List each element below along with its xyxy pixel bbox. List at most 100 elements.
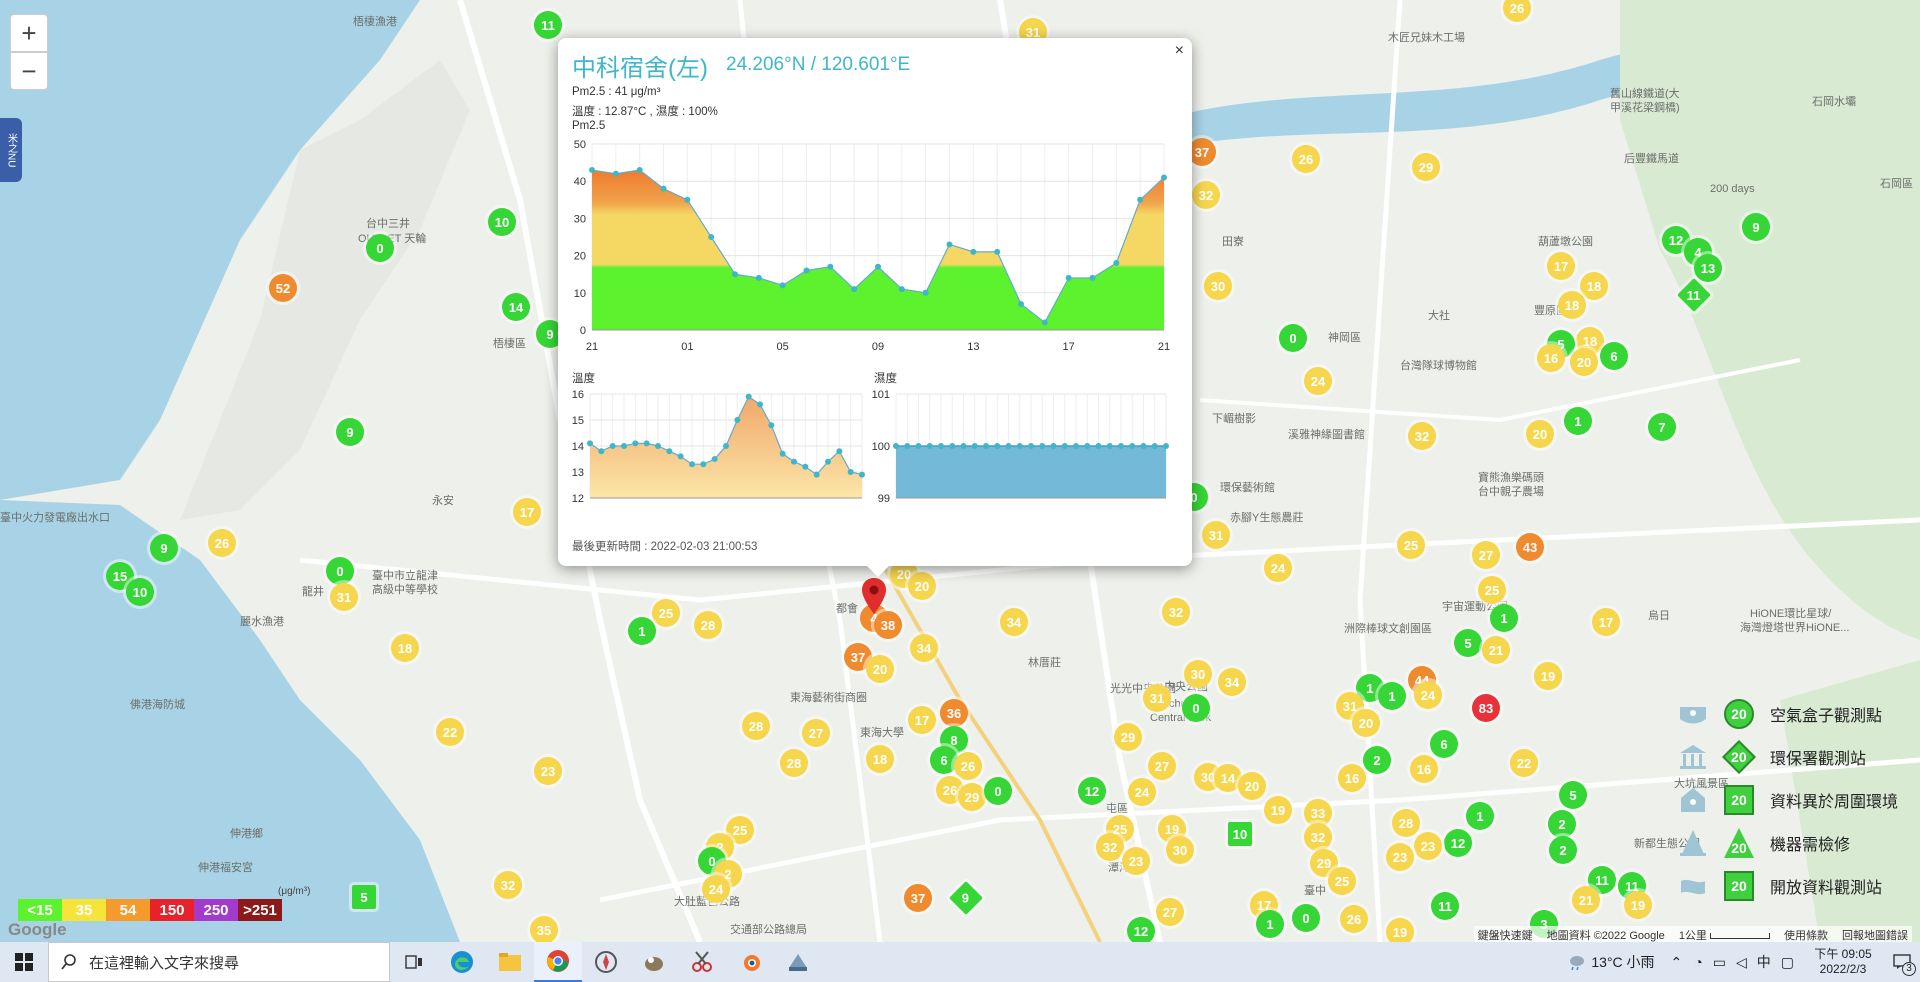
- station-marker[interactable]: 38: [874, 611, 902, 639]
- station-marker[interactable]: 22: [1510, 749, 1538, 777]
- station-marker[interactable]: 12: [1444, 829, 1472, 857]
- station-marker[interactable]: 0: [326, 557, 354, 585]
- station-marker[interactable]: 37: [1188, 138, 1216, 166]
- station-marker[interactable]: 25: [1478, 576, 1506, 604]
- station-marker[interactable]: 6: [930, 746, 958, 774]
- file-explorer-icon[interactable]: [486, 942, 534, 982]
- station-marker[interactable]: 20: [1238, 772, 1266, 800]
- station-marker[interactable]: 17: [1547, 252, 1575, 280]
- station-marker[interactable]: 30: [1166, 836, 1194, 864]
- station-marker[interactable]: 1: [1256, 910, 1284, 938]
- station-marker[interactable]: 7: [1648, 413, 1676, 441]
- ime-mode-icon[interactable]: ▢: [1780, 953, 1794, 970]
- station-marker[interactable]: 34: [1218, 668, 1246, 696]
- station-marker[interactable]: 29: [1114, 723, 1142, 751]
- station-marker[interactable]: 34: [910, 634, 938, 662]
- station-marker[interactable]: 10: [126, 578, 154, 606]
- gimp-app-icon[interactable]: [630, 942, 678, 982]
- station-marker[interactable]: 16: [1338, 764, 1366, 792]
- station-marker[interactable]: 20: [866, 655, 894, 683]
- station-marker[interactable]: 14: [502, 293, 530, 321]
- station-marker[interactable]: 28: [742, 712, 770, 740]
- station-marker[interactable]: 17: [513, 498, 541, 526]
- station-marker[interactable]: 9: [1742, 213, 1770, 241]
- station-marker[interactable]: 31: [1143, 684, 1171, 712]
- station-marker[interactable]: 83: [1472, 694, 1500, 722]
- weather-text[interactable]: 13°C 小雨: [1591, 954, 1655, 970]
- keyboard-shortcuts-link[interactable]: 鍵盤快速鍵: [1477, 930, 1533, 942]
- blender-icon[interactable]: [726, 942, 774, 982]
- station-marker[interactable]: 19: [1264, 796, 1292, 824]
- station-marker[interactable]: 29: [958, 783, 986, 811]
- station-marker[interactable]: 16: [1410, 755, 1438, 783]
- station-marker[interactable]: 0: [1292, 904, 1320, 932]
- station-marker[interactable]: 29: [1412, 153, 1440, 181]
- station-marker[interactable]: 18: [1580, 272, 1608, 300]
- station-marker[interactable]: 11: [534, 11, 562, 39]
- station-marker[interactable]: 10: [488, 208, 516, 236]
- zoom-in-button[interactable]: +: [10, 14, 48, 52]
- station-marker[interactable]: 12: [1078, 777, 1106, 805]
- station-marker[interactable]: 16: [1537, 344, 1565, 372]
- station-marker[interactable]: 35: [530, 916, 558, 942]
- station-marker[interactable]: 0: [366, 234, 394, 262]
- station-marker[interactable]: 20: [1352, 709, 1380, 737]
- station-marker[interactable]: 13: [1694, 254, 1722, 282]
- close-icon[interactable]: ×: [1174, 42, 1184, 59]
- station-marker[interactable]: 19: [1386, 918, 1414, 942]
- station-marker[interactable]: 1: [628, 617, 656, 645]
- station-marker[interactable]: 5: [1454, 629, 1482, 657]
- station-marker[interactable]: 31: [1336, 692, 1364, 720]
- station-marker[interactable]: 5: [1559, 781, 1587, 809]
- station-marker[interactable]: 9: [150, 534, 178, 562]
- station-marker[interactable]: 18: [866, 745, 894, 773]
- station-marker[interactable]: 27: [1156, 898, 1184, 926]
- station-marker[interactable]: 0: [984, 777, 1012, 805]
- station-marker[interactable]: 26: [1340, 905, 1368, 933]
- chevron-up-icon[interactable]: ⌃: [1670, 953, 1683, 970]
- station-marker[interactable]: 20: [1526, 420, 1554, 448]
- station-marker[interactable]: 24: [1264, 554, 1292, 582]
- station-marker[interactable]: 1: [1378, 682, 1406, 710]
- station-marker[interactable]: 27: [1472, 541, 1500, 569]
- ime-indicator[interactable]: 中: [1756, 954, 1771, 970]
- station-marker[interactable]: 10: [1228, 822, 1252, 846]
- station-marker[interactable]: 43: [1516, 533, 1544, 561]
- station-marker[interactable]: 28: [780, 749, 808, 777]
- station-marker[interactable]: 11: [1431, 892, 1459, 920]
- station-marker[interactable]: 31: [1202, 521, 1230, 549]
- chrome-icon[interactable]: [534, 942, 582, 982]
- volume-icon[interactable]: ◁: [1735, 953, 1747, 970]
- station-marker[interactable]: 18: [1558, 291, 1586, 319]
- location-pin-icon[interactable]: [862, 578, 886, 614]
- station-marker[interactable]: 6: [1600, 342, 1628, 370]
- station-marker[interactable]: 33: [1304, 799, 1332, 827]
- station-marker[interactable]: 5: [352, 885, 376, 909]
- station-marker[interactable]: 37: [904, 884, 932, 912]
- notification-button[interactable]: 3: [1884, 942, 1920, 982]
- station-marker[interactable]: 52: [269, 274, 297, 302]
- snipping-tool-icon[interactable]: [678, 942, 726, 982]
- station-marker[interactable]: 2: [1363, 746, 1391, 774]
- station-marker[interactable]: 25: [1397, 531, 1425, 559]
- station-marker[interactable]: 1: [1564, 407, 1592, 435]
- station-marker[interactable]: 24: [1414, 681, 1442, 709]
- station-marker[interactable]: 19: [1534, 662, 1562, 690]
- station-marker[interactable]: 9: [336, 418, 364, 446]
- station-marker[interactable]: 32: [1304, 823, 1332, 851]
- station-marker[interactable]: 30: [1184, 660, 1212, 688]
- network-icon[interactable]: ◔: [1694, 954, 1703, 970]
- station-marker[interactable]: 23: [1122, 847, 1150, 875]
- station-marker[interactable]: 19: [1624, 891, 1652, 919]
- battery-icon[interactable]: ▭: [1712, 953, 1726, 970]
- report-error-link[interactable]: 回報地圖錯誤: [1842, 930, 1908, 942]
- station-marker[interactable]: 27: [1148, 752, 1176, 780]
- station-marker[interactable]: 23: [1414, 832, 1442, 860]
- station-marker[interactable]: 25: [652, 599, 680, 627]
- station-marker[interactable]: 1: [1466, 802, 1494, 830]
- task-view-icon[interactable]: [390, 942, 438, 982]
- clock[interactable]: 下午 09:05 2022/2/3: [1802, 947, 1884, 977]
- station-marker[interactable]: 32: [1162, 598, 1190, 626]
- station-marker[interactable]: 32: [1096, 833, 1124, 861]
- station-marker[interactable]: 24: [1128, 778, 1156, 806]
